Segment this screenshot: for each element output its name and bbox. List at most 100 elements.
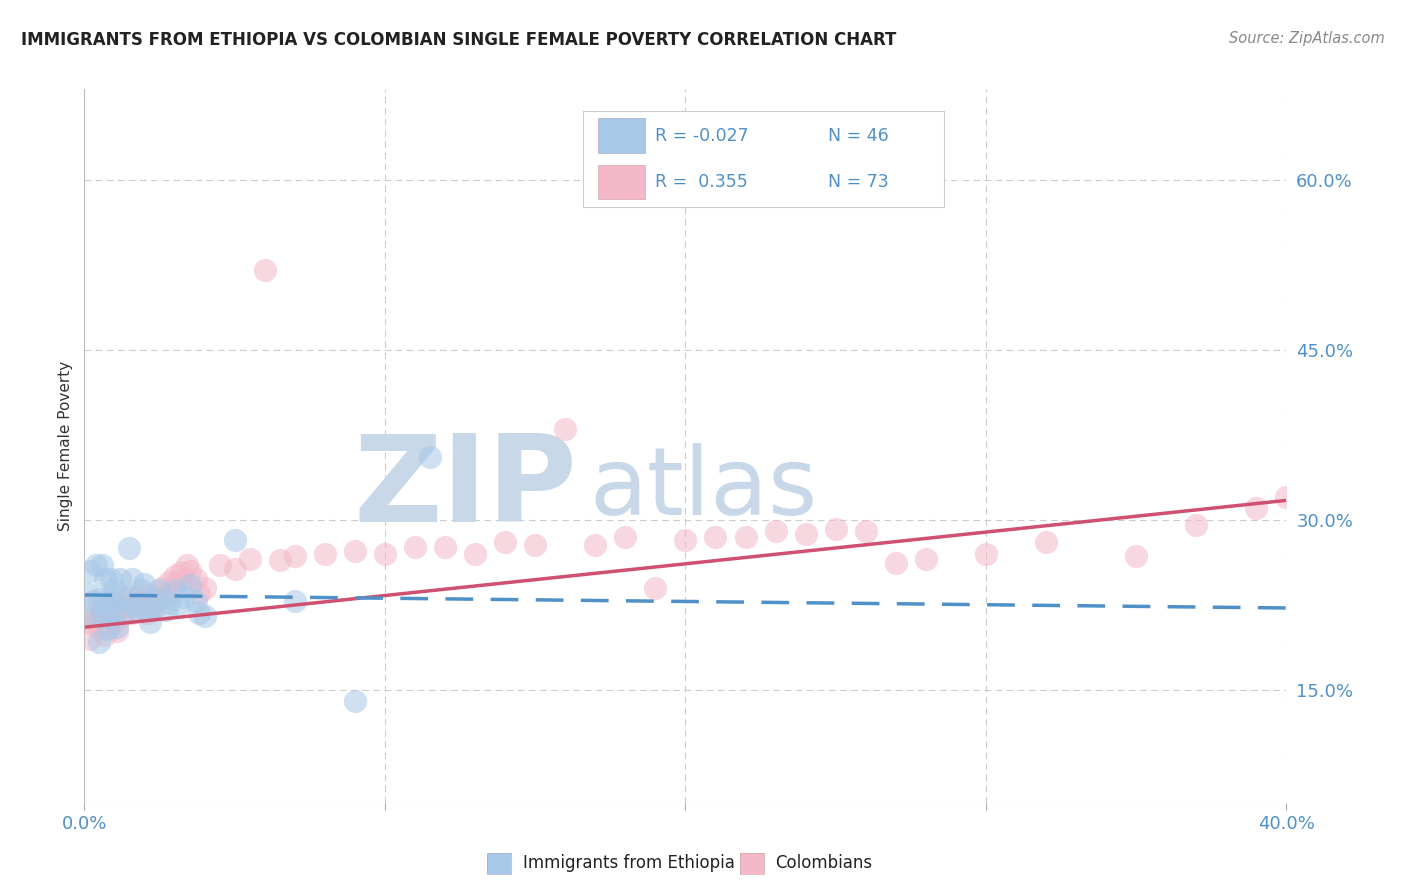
Point [97,598,120,612]
Point [157,574,180,589]
Point [91,598,114,612]
Point [179,578,201,592]
Point [704,530,727,544]
Point [97,623,120,637]
Point [166,574,188,589]
Point [157,597,180,611]
Point [118,541,141,555]
Point [131,582,153,597]
Text: ZIP: ZIP [353,430,578,548]
Text: IMMIGRANTS FROM ETHIOPIA VS COLOMBIAN SINGLE FEMALE POVERTY CORRELATION CHART: IMMIGRANTS FROM ETHIOPIA VS COLOMBIAN SI… [21,31,897,49]
Text: atlas: atlas [589,442,817,535]
Point [142,597,165,611]
Point [404,540,426,554]
Point [110,590,132,604]
Point [139,587,162,601]
Point [494,535,516,549]
Point [1035,535,1057,549]
Point [107,624,129,638]
Point [974,547,997,561]
Point [124,598,146,612]
Point [97,608,120,623]
Text: Source: ZipAtlas.com: Source: ZipAtlas.com [1229,31,1385,46]
Point [434,540,457,554]
Point [284,594,307,608]
Point [343,694,366,708]
Point [374,547,396,561]
Point [112,607,135,622]
Point [224,533,246,547]
Point [91,558,114,572]
Point [169,565,191,579]
Point [194,608,217,623]
Point [86,611,108,625]
Point [121,606,143,620]
Point [184,594,207,608]
Point [103,582,125,597]
Point [100,608,122,623]
Point [614,530,637,544]
Point [91,608,114,623]
Point [121,572,143,586]
Point [127,590,149,604]
Point [184,572,207,586]
Point [148,591,170,606]
Point [112,606,135,620]
Point [100,594,122,608]
Point [284,549,307,563]
Point [76,608,98,623]
Point [139,615,162,629]
Point [1125,549,1147,563]
Point [103,594,125,608]
Point [173,572,195,586]
Point [208,558,231,572]
Point [253,263,276,277]
Point [79,632,101,646]
Point [194,581,217,595]
Point [82,608,104,623]
Point [86,558,108,572]
Point [1246,501,1268,516]
Point [155,587,177,601]
Point [915,552,938,566]
Point [166,598,188,612]
Point [124,597,146,611]
Point [148,582,170,597]
Point [1185,518,1208,533]
Point [155,603,177,617]
Point [89,635,111,649]
Point [79,564,101,578]
Point [734,530,756,544]
Text: Immigrants from Ethiopia: Immigrants from Ethiopia [523,855,735,872]
Point [110,603,132,617]
Point [187,606,209,620]
Point [127,603,149,617]
Point [173,590,195,604]
Point [855,524,877,538]
Point [142,601,165,615]
Point [103,615,125,629]
Point [94,628,117,642]
Point [583,537,606,551]
Point [884,556,907,570]
Point [131,598,153,612]
Point [145,599,167,613]
Point [115,594,138,608]
Text: Colombians: Colombians [776,855,873,872]
Point [89,591,111,606]
Point [136,606,159,620]
Point [152,581,174,595]
Point [115,598,138,612]
Point [343,544,366,558]
Point [675,533,697,547]
Point [118,590,141,604]
Point [134,594,156,608]
Point [110,572,132,586]
Point [314,547,336,561]
Point [145,591,167,606]
Point [239,552,262,566]
Point [100,572,122,586]
Point [134,577,156,591]
Point [765,524,787,538]
Point [794,527,817,541]
